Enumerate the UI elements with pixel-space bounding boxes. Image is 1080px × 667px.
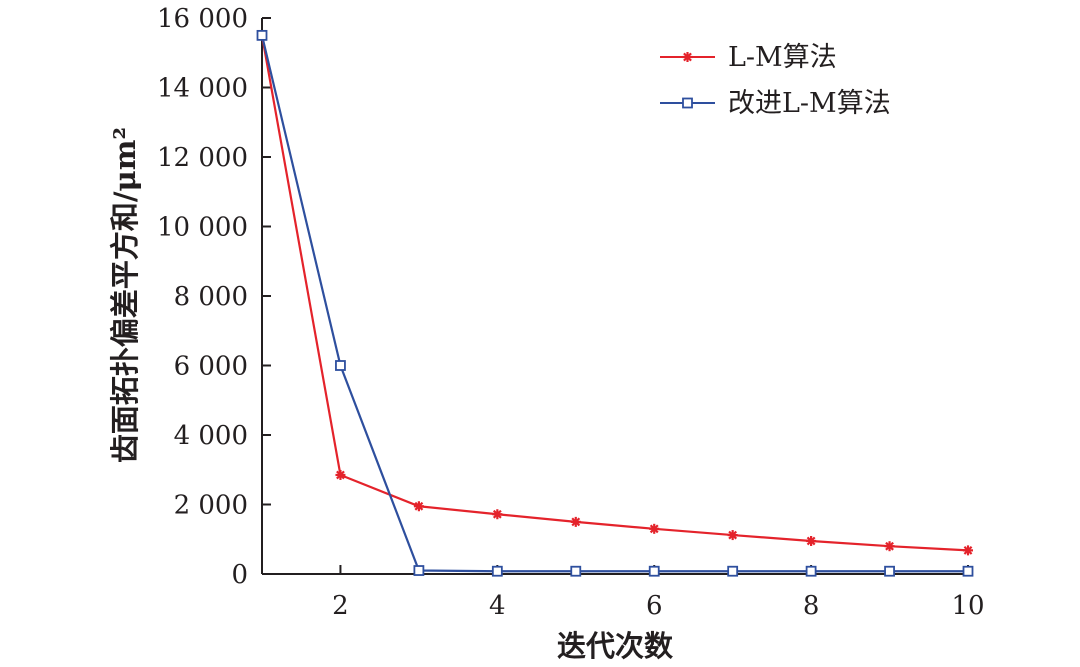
data-point [335,360,346,371]
legend-marker [682,97,693,109]
data-point [491,565,503,577]
series-layer [256,29,974,577]
series-line [260,35,968,573]
legend-marker-lm [682,52,693,62]
x-tick-label: 8 [803,591,820,621]
data-point [806,535,817,546]
series-line [260,35,969,552]
data-point [570,516,581,527]
y-tick-label: 16 000 [157,4,248,34]
marker-stroke [885,541,894,551]
legend-marker-improved-lm [682,97,693,109]
legend-label-improved-lm: 改进L-M算法 [728,88,891,119]
data-point [962,565,974,577]
marker-stroke [414,501,424,511]
legend-label-lm: L-M算法 [728,42,837,73]
y-tick-label: 4 000 [174,421,248,451]
y-tick-label: 0 [231,560,248,590]
y-axis-title: 齿面拓扑偏差平方和/μm² [108,127,142,463]
data-point [805,565,817,577]
marker-stroke [806,536,816,546]
marker-stroke [649,524,659,534]
y-tick-label: 12 000 [157,143,248,173]
data-point [413,565,425,576]
marker-stroke [728,530,738,540]
series-0 [257,30,973,556]
data-point [413,501,424,512]
data-point [335,469,346,480]
legend-item-lm: L-M算法 [660,42,837,73]
y-tick-label: 14 000 [157,74,248,104]
y-axis-ticks: 0 2 000 4 000 6 000 8 000 10 000 12 000 14 000 1… [157,4,271,590]
legend-marker [682,52,693,62]
data-point [649,523,660,534]
legend-item-improved-lm: 改进L-M算法 [660,88,891,119]
marker-stroke [963,545,973,555]
data-point [256,29,268,41]
y-tick-label: 6 000 [174,352,248,382]
y-tick-label: 10 000 [157,213,248,243]
y-tick-label: 2 000 [174,491,248,521]
data-point [492,509,503,520]
marker-stroke [571,517,581,527]
x-axis-title: 迭代次数 [557,629,674,663]
x-tick-label: 2 [332,591,349,621]
legend: L-M算法 改进L-M算法 [660,42,891,119]
marker-stroke [336,470,345,480]
x-tick-label: 6 [646,591,663,621]
marker-stroke [683,52,692,62]
series-1 [256,29,974,577]
x-tick-label: 10 [951,591,984,621]
data-point [884,565,895,577]
data-point [963,545,973,556]
data-point [570,565,582,577]
y-tick-label: 8 000 [174,282,248,312]
x-tick-label: 4 [489,591,506,621]
marker-stroke [492,509,502,519]
x-axis-ticks: 2 4 6 8 10 [332,565,985,621]
data-point [727,530,738,541]
data-point [648,565,660,577]
data-point [884,541,895,552]
data-point [727,565,739,577]
